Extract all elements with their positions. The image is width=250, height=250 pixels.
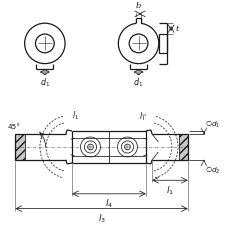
Circle shape [88, 144, 93, 150]
Text: $d_1$: $d_1$ [40, 76, 50, 89]
Circle shape [25, 23, 65, 64]
Text: $l_1$: $l_1$ [166, 184, 174, 197]
Text: 45°: 45° [8, 124, 21, 130]
Text: $l$\': $l$\' [140, 110, 147, 122]
Circle shape [36, 34, 54, 53]
Circle shape [122, 141, 134, 153]
Text: $l_1$: $l_1$ [72, 110, 79, 122]
Bar [159, 34, 167, 53]
Text: t: t [175, 24, 178, 32]
Circle shape [80, 137, 100, 157]
Circle shape [129, 34, 148, 53]
Polygon shape [15, 134, 25, 160]
Circle shape [84, 141, 96, 153]
Bar [136, 17, 141, 24]
Circle shape [118, 137, 138, 157]
Text: $\varnothing d_1$: $\varnothing d_1$ [205, 118, 221, 130]
Text: $l_4$: $l_4$ [105, 198, 113, 210]
Text: b: b [136, 2, 141, 10]
Text: $d_1$: $d_1$ [134, 76, 144, 89]
Text: $l_3$: $l_3$ [98, 212, 106, 225]
Polygon shape [178, 134, 188, 160]
Text: $\varnothing d_2$: $\varnothing d_2$ [205, 165, 221, 176]
Circle shape [118, 23, 159, 64]
Circle shape [124, 144, 130, 150]
